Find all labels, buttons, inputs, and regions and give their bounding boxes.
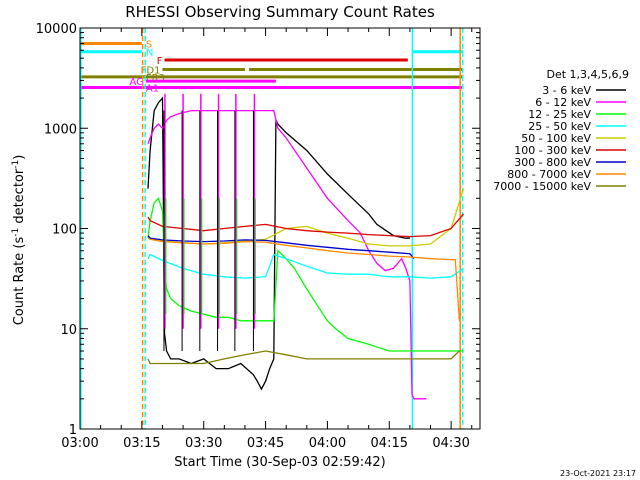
vertical-markers [80, 28, 464, 429]
flag-label: AG [130, 77, 144, 88]
flag-label: FR3 [146, 73, 165, 84]
chart-title: RHESSI Observing Summary Count Rates [125, 3, 435, 21]
y-tick-label: 10000 [36, 22, 77, 37]
flag-label: A1 [146, 83, 159, 94]
x-axis-label: Start Time (30-Sep-03 02:59:42) [174, 455, 385, 470]
legend-label: 25 - 50 keV [528, 120, 591, 133]
y-axis-label: Count Rate (s-1 detector-1) [11, 155, 27, 326]
legend-label: 800 - 7000 keV [507, 168, 591, 181]
series-line [147, 213, 464, 238]
x-tick-label: 04:00 [309, 436, 346, 451]
flag-label: N [146, 48, 153, 59]
legend-label: 50 - 100 keV [521, 132, 591, 145]
x-tick-label: 03:45 [247, 436, 284, 451]
x-tick-label: 04:15 [371, 436, 408, 451]
y-tick-label: 1 [69, 423, 77, 438]
legend-title: Det 1,3,4,5,6,9 [546, 68, 629, 81]
series-line [147, 235, 415, 260]
x-tick-label: 03:15 [123, 436, 160, 451]
series-lines [147, 93, 465, 400]
series-line [147, 109, 427, 400]
flag-label: F [157, 56, 163, 67]
series-line [147, 350, 460, 365]
timestamp: 23-Oct-2021 23:17 [560, 469, 636, 478]
series-line [147, 96, 410, 391]
legend-label: 3 - 6 keV [542, 84, 591, 97]
legend-label: 100 - 300 keV [514, 144, 591, 157]
flag-label: FD1 [141, 66, 161, 77]
y-tick-label: 10 [60, 323, 77, 338]
legend-label: 6 - 12 keV [535, 96, 591, 109]
x-tick-label: 03:00 [61, 436, 98, 451]
axes: 1 10 100 1000 10000 03:00 03:15 03:30 03:45 04:00… [36, 22, 480, 451]
legend-label: 12 - 25 keV [528, 108, 591, 121]
y-tick-label: 100 [52, 223, 77, 238]
x-tick-label: 03:30 [185, 436, 222, 451]
legend-label: 300 - 800 keV [514, 156, 591, 169]
y-tick-label: 1000 [44, 122, 77, 137]
flag-label: S [146, 40, 152, 51]
legend-label: 7000 - 15000 keV [493, 180, 591, 193]
x-tick-label: 04:30 [432, 436, 469, 451]
